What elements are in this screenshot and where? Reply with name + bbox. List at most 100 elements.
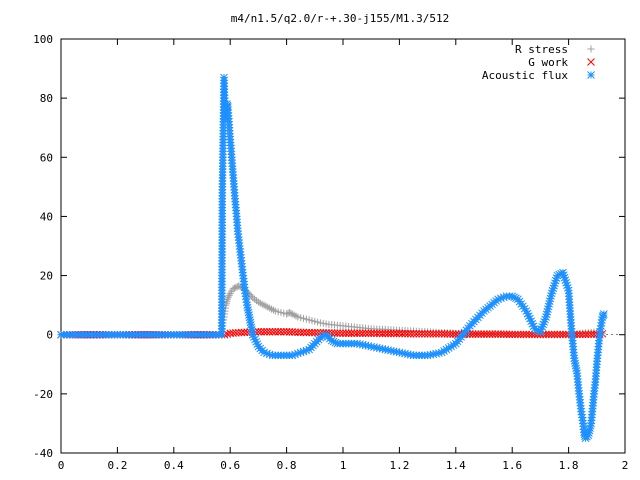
y-tick-label: 60 — [40, 151, 53, 164]
data-point — [271, 327, 280, 336]
legend-marker — [587, 58, 595, 66]
data-point — [429, 329, 438, 338]
data-point — [522, 330, 531, 339]
data-point — [361, 329, 370, 338]
data-point — [406, 329, 415, 338]
legend-label: Acoustic flux — [482, 69, 568, 82]
data-point — [443, 330, 452, 338]
plot-series — [57, 73, 608, 443]
y-tick-label: 80 — [40, 92, 53, 105]
data-point — [494, 330, 502, 338]
data-point — [381, 329, 390, 338]
data-point — [339, 329, 347, 338]
data-point — [274, 327, 282, 336]
data-point — [404, 329, 412, 338]
data-point — [392, 329, 401, 338]
data-point — [482, 330, 491, 338]
data-point — [260, 327, 268, 336]
plot-frame — [60, 38, 626, 454]
data-point — [277, 327, 285, 336]
data-point — [545, 330, 553, 339]
data-point — [350, 329, 359, 338]
x-tick-label: 0 — [58, 459, 65, 472]
data-point — [268, 327, 277, 336]
data-point — [474, 330, 483, 338]
x-tick-label: 0.2 — [107, 459, 127, 472]
data-point — [333, 329, 342, 337]
y-tick-label: -40 — [33, 447, 53, 460]
x-tick-label: 1.4 — [446, 459, 466, 472]
x-tick-label: 0.6 — [220, 459, 240, 472]
data-point — [263, 327, 271, 336]
data-point — [468, 330, 477, 338]
data-point — [508, 330, 517, 339]
x-tick-label: 0.8 — [277, 459, 297, 472]
data-point — [437, 329, 446, 338]
data-point — [584, 330, 593, 339]
y-tick-label: 100 — [33, 33, 53, 46]
data-point — [358, 329, 367, 338]
data-point — [505, 330, 514, 339]
data-point — [449, 330, 457, 338]
data-point — [372, 329, 381, 338]
data-point — [516, 330, 525, 339]
data-point — [288, 328, 297, 336]
data-point — [556, 330, 564, 339]
data-point — [336, 329, 345, 338]
data-point — [344, 329, 353, 338]
legend-label: G work — [528, 56, 568, 69]
data-point — [488, 330, 497, 338]
data-point — [409, 329, 418, 338]
data-point — [432, 329, 440, 338]
data-point — [341, 329, 350, 338]
data-point — [395, 329, 404, 338]
data-point — [446, 330, 455, 338]
data-point — [291, 328, 299, 336]
data-point — [412, 329, 421, 338]
data-point — [415, 329, 423, 338]
data-point — [519, 330, 528, 339]
data-point — [356, 329, 364, 338]
x-tick-label: 1 — [340, 459, 347, 472]
x-tick-label: 1.6 — [502, 459, 522, 472]
data-point — [423, 329, 432, 338]
data-point — [330, 329, 339, 337]
data-point — [287, 309, 295, 317]
data-point — [576, 330, 584, 339]
data-point — [550, 330, 559, 339]
data-point — [547, 330, 556, 339]
data-point — [279, 327, 288, 336]
y-tick-label: 20 — [40, 270, 53, 283]
legend-marker — [587, 45, 595, 53]
data-point — [426, 329, 435, 338]
data-point — [599, 310, 608, 318]
data-point — [299, 328, 308, 337]
x-tick-label: 0.4 — [164, 459, 184, 472]
y-tick-label: 0 — [46, 329, 53, 342]
data-point — [384, 329, 392, 338]
data-point — [378, 329, 387, 338]
data-point — [491, 330, 500, 338]
data-point — [511, 330, 519, 339]
data-point — [480, 330, 488, 338]
data-point — [418, 329, 426, 338]
data-point — [553, 330, 562, 339]
y-tick-label: 40 — [40, 210, 53, 223]
data-point — [364, 329, 373, 338]
data-point — [370, 329, 378, 338]
data-point — [559, 330, 567, 339]
legend-label: R stress — [515, 43, 568, 56]
data-point — [471, 330, 480, 338]
data-point — [240, 328, 249, 337]
data-point — [308, 328, 316, 337]
data-point — [302, 328, 311, 337]
data-point — [305, 328, 314, 337]
data-point — [251, 295, 259, 303]
data-point — [296, 328, 305, 337]
x-tick-label: 1.2 — [389, 459, 409, 472]
data-point — [254, 327, 263, 336]
x-tick-label: 1.8 — [559, 459, 579, 472]
data-point — [513, 330, 522, 339]
data-point — [435, 329, 443, 338]
